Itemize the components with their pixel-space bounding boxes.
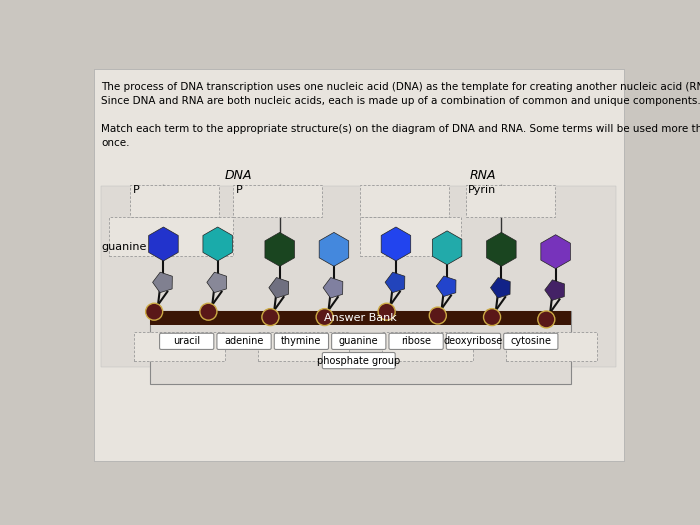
Text: deoxyribose: deoxyribose (444, 337, 503, 347)
Text: uracil: uracil (173, 337, 200, 347)
Circle shape (484, 309, 500, 326)
Circle shape (429, 307, 447, 324)
Polygon shape (319, 233, 349, 266)
FancyBboxPatch shape (332, 333, 386, 350)
FancyBboxPatch shape (506, 332, 598, 361)
FancyBboxPatch shape (130, 185, 219, 217)
Polygon shape (207, 272, 227, 292)
Bar (150, 311, 571, 325)
Text: Pyrin: Pyrin (468, 185, 496, 195)
Polygon shape (486, 233, 516, 266)
Circle shape (146, 303, 162, 320)
Text: RNA: RNA (470, 170, 496, 182)
Text: adenine: adenine (225, 337, 264, 347)
Text: guanine: guanine (339, 337, 379, 347)
Circle shape (262, 309, 279, 326)
Text: Answer Bank: Answer Bank (324, 313, 397, 323)
Text: DNA: DNA (225, 170, 253, 182)
FancyBboxPatch shape (360, 185, 449, 217)
FancyBboxPatch shape (109, 217, 233, 256)
Polygon shape (545, 280, 564, 300)
FancyBboxPatch shape (504, 333, 558, 350)
Text: The process of DNA transcription uses one nucleic acid (DNA) as the template for: The process of DNA transcription uses on… (102, 82, 700, 148)
FancyBboxPatch shape (382, 332, 473, 361)
Polygon shape (265, 233, 295, 266)
Text: thymine: thymine (281, 337, 321, 347)
FancyBboxPatch shape (322, 352, 395, 369)
FancyBboxPatch shape (233, 185, 322, 217)
FancyBboxPatch shape (447, 333, 500, 350)
Bar (102, 186, 616, 367)
Circle shape (316, 309, 333, 326)
Polygon shape (323, 278, 343, 298)
Text: phosphate group: phosphate group (317, 355, 400, 365)
Polygon shape (436, 276, 456, 297)
Polygon shape (385, 272, 405, 292)
FancyBboxPatch shape (466, 185, 555, 217)
Text: P: P (235, 185, 242, 195)
Circle shape (200, 303, 217, 320)
Polygon shape (491, 278, 510, 298)
FancyBboxPatch shape (217, 333, 271, 350)
Text: ribose: ribose (401, 337, 431, 347)
Polygon shape (203, 227, 232, 261)
Polygon shape (541, 235, 570, 269)
FancyBboxPatch shape (360, 217, 461, 256)
Polygon shape (433, 231, 462, 265)
FancyBboxPatch shape (389, 333, 443, 350)
Circle shape (378, 303, 395, 320)
FancyBboxPatch shape (134, 332, 225, 361)
Polygon shape (382, 227, 411, 261)
Polygon shape (269, 278, 288, 298)
Bar (150, 311, 571, 384)
Text: guanine: guanine (102, 242, 147, 251)
FancyBboxPatch shape (160, 333, 214, 350)
FancyBboxPatch shape (274, 333, 328, 350)
Polygon shape (153, 272, 172, 292)
Text: cytosine: cytosine (510, 337, 552, 347)
FancyBboxPatch shape (258, 332, 349, 361)
Circle shape (538, 311, 555, 328)
Text: P: P (132, 185, 139, 195)
Polygon shape (148, 227, 178, 261)
